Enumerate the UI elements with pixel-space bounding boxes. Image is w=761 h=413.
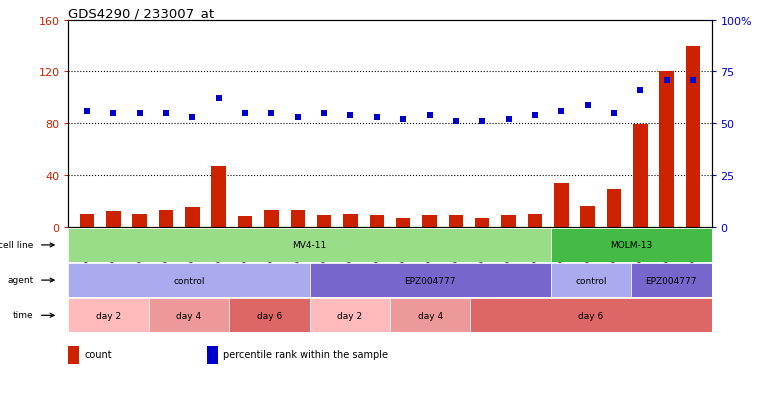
- Bar: [238, 217, 253, 227]
- Bar: [527, 214, 542, 227]
- Point: [476, 119, 489, 125]
- Point: [81, 108, 93, 115]
- Bar: [607, 190, 621, 227]
- Bar: [159, 210, 174, 227]
- Bar: [554, 183, 568, 227]
- Text: control: control: [575, 276, 607, 285]
- Bar: [291, 210, 305, 227]
- Point: [529, 112, 541, 119]
- Bar: [264, 210, 279, 227]
- Point: [634, 88, 646, 94]
- Point: [371, 114, 383, 121]
- Point: [556, 108, 568, 115]
- Bar: [475, 218, 489, 227]
- Bar: [212, 166, 226, 227]
- Bar: [310, 263, 551, 297]
- Bar: [396, 218, 410, 227]
- Text: control: control: [174, 276, 205, 285]
- Point: [266, 110, 278, 117]
- Text: MV4-11: MV4-11: [292, 241, 326, 250]
- Point: [160, 110, 172, 117]
- Bar: [68, 263, 310, 297]
- Point: [687, 77, 699, 84]
- Bar: [343, 214, 358, 227]
- Text: cell line: cell line: [0, 240, 33, 249]
- Point: [107, 110, 119, 117]
- Bar: [686, 47, 700, 227]
- Text: day 2: day 2: [337, 311, 362, 320]
- Bar: [551, 228, 712, 262]
- Text: day 6: day 6: [256, 311, 282, 320]
- Text: EPZ004777: EPZ004777: [404, 276, 456, 285]
- Bar: [68, 346, 79, 365]
- Bar: [551, 263, 631, 297]
- Point: [291, 114, 304, 121]
- Bar: [660, 72, 674, 227]
- Text: MOLM-13: MOLM-13: [610, 241, 652, 250]
- Bar: [185, 208, 199, 227]
- Point: [423, 112, 435, 119]
- Point: [608, 110, 620, 117]
- Text: day 4: day 4: [177, 311, 202, 320]
- Bar: [106, 211, 120, 227]
- Bar: [68, 228, 551, 262]
- Bar: [631, 263, 712, 297]
- Bar: [633, 125, 648, 227]
- Bar: [229, 299, 310, 332]
- Text: EPZ004777: EPZ004777: [645, 276, 697, 285]
- Bar: [581, 206, 595, 227]
- Point: [661, 77, 673, 84]
- Bar: [132, 214, 147, 227]
- Bar: [80, 214, 94, 227]
- Bar: [207, 346, 218, 365]
- Text: day 2: day 2: [96, 311, 121, 320]
- Text: day 4: day 4: [418, 311, 443, 320]
- Bar: [370, 216, 384, 227]
- Point: [239, 110, 251, 117]
- Point: [318, 110, 330, 117]
- Bar: [501, 216, 516, 227]
- Bar: [149, 299, 229, 332]
- Text: agent: agent: [8, 275, 33, 284]
- Text: percentile rank within the sample: percentile rank within the sample: [223, 349, 388, 359]
- Bar: [68, 299, 149, 332]
- Point: [345, 112, 357, 119]
- Bar: [422, 216, 437, 227]
- Point: [186, 114, 199, 121]
- Bar: [449, 216, 463, 227]
- Text: GDS4290 / 233007_at: GDS4290 / 233007_at: [68, 7, 215, 19]
- Point: [397, 116, 409, 123]
- Bar: [470, 299, 712, 332]
- Text: day 6: day 6: [578, 311, 603, 320]
- Point: [581, 102, 594, 109]
- Point: [450, 119, 462, 125]
- Point: [134, 110, 146, 117]
- Bar: [390, 299, 470, 332]
- Bar: [310, 299, 390, 332]
- Text: count: count: [84, 349, 112, 359]
- Point: [212, 96, 224, 102]
- Point: [502, 116, 514, 123]
- Bar: [317, 216, 331, 227]
- Text: time: time: [13, 310, 33, 319]
